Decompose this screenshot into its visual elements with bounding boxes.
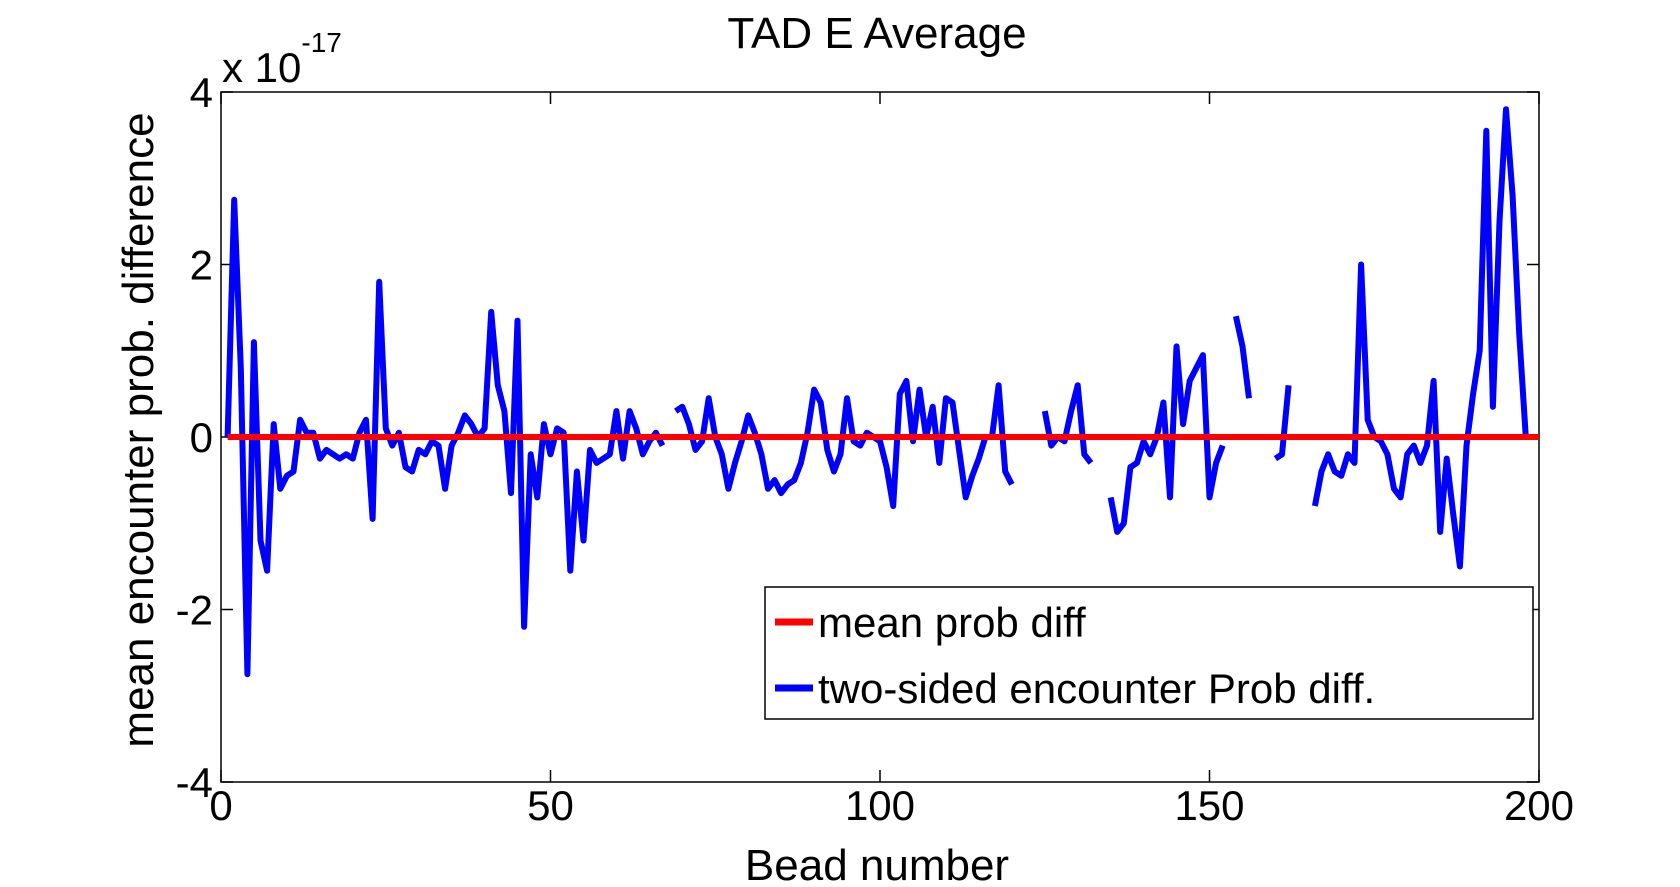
y-multiplier-base: x 10: [222, 44, 301, 91]
y-tick-label: -2: [176, 587, 213, 634]
y-axis-multiplier: x 10-17: [222, 27, 342, 91]
two-sided-prob-diff-line: [1041, 382, 1094, 465]
y-multiplier-exponent: -17: [301, 27, 341, 58]
x-tick-label: 100: [845, 782, 915, 829]
legend-box: [764, 586, 1534, 720]
x-tick-label: 50: [527, 782, 574, 829]
legend-label-mean-prob-diff: mean prob diff: [818, 599, 1086, 646]
x-tick-label: 0: [209, 782, 232, 829]
y-axis-ticks: -4 -2 0 2 4: [176, 69, 1539, 806]
two-sided-prob-diff-line: [1107, 343, 1226, 535]
y-tick-label: 2: [190, 242, 213, 289]
two-sided-prob-diff-line: [1232, 315, 1252, 399]
y-tick-label: 0: [190, 414, 213, 461]
x-tick-label: 150: [1174, 782, 1244, 829]
x-tick-label: 200: [1504, 782, 1574, 829]
y-tick-label: -4: [176, 759, 213, 806]
y-axis-title: mean encounter prob. difference: [114, 112, 163, 747]
chart-title: TAD E Average: [727, 9, 1026, 58]
legend: mean prob diff two-sided encounter Prob …: [764, 586, 1534, 720]
series-layer: [224, 106, 1539, 678]
x-axis-ticks: 0 50 100 150 200: [209, 92, 1574, 829]
legend-label-two-sided: two-sided encounter Prob diff.: [818, 665, 1375, 712]
x-axis-title: Bead number: [745, 841, 1009, 887]
two-sided-prob-diff-line: [1311, 106, 1533, 570]
two-sided-prob-diff-line: [224, 196, 666, 678]
two-sided-prob-diff-line: [1273, 385, 1292, 462]
y-tick-label: 4: [190, 69, 213, 116]
two-sided-prob-diff-line: [674, 377, 1015, 509]
